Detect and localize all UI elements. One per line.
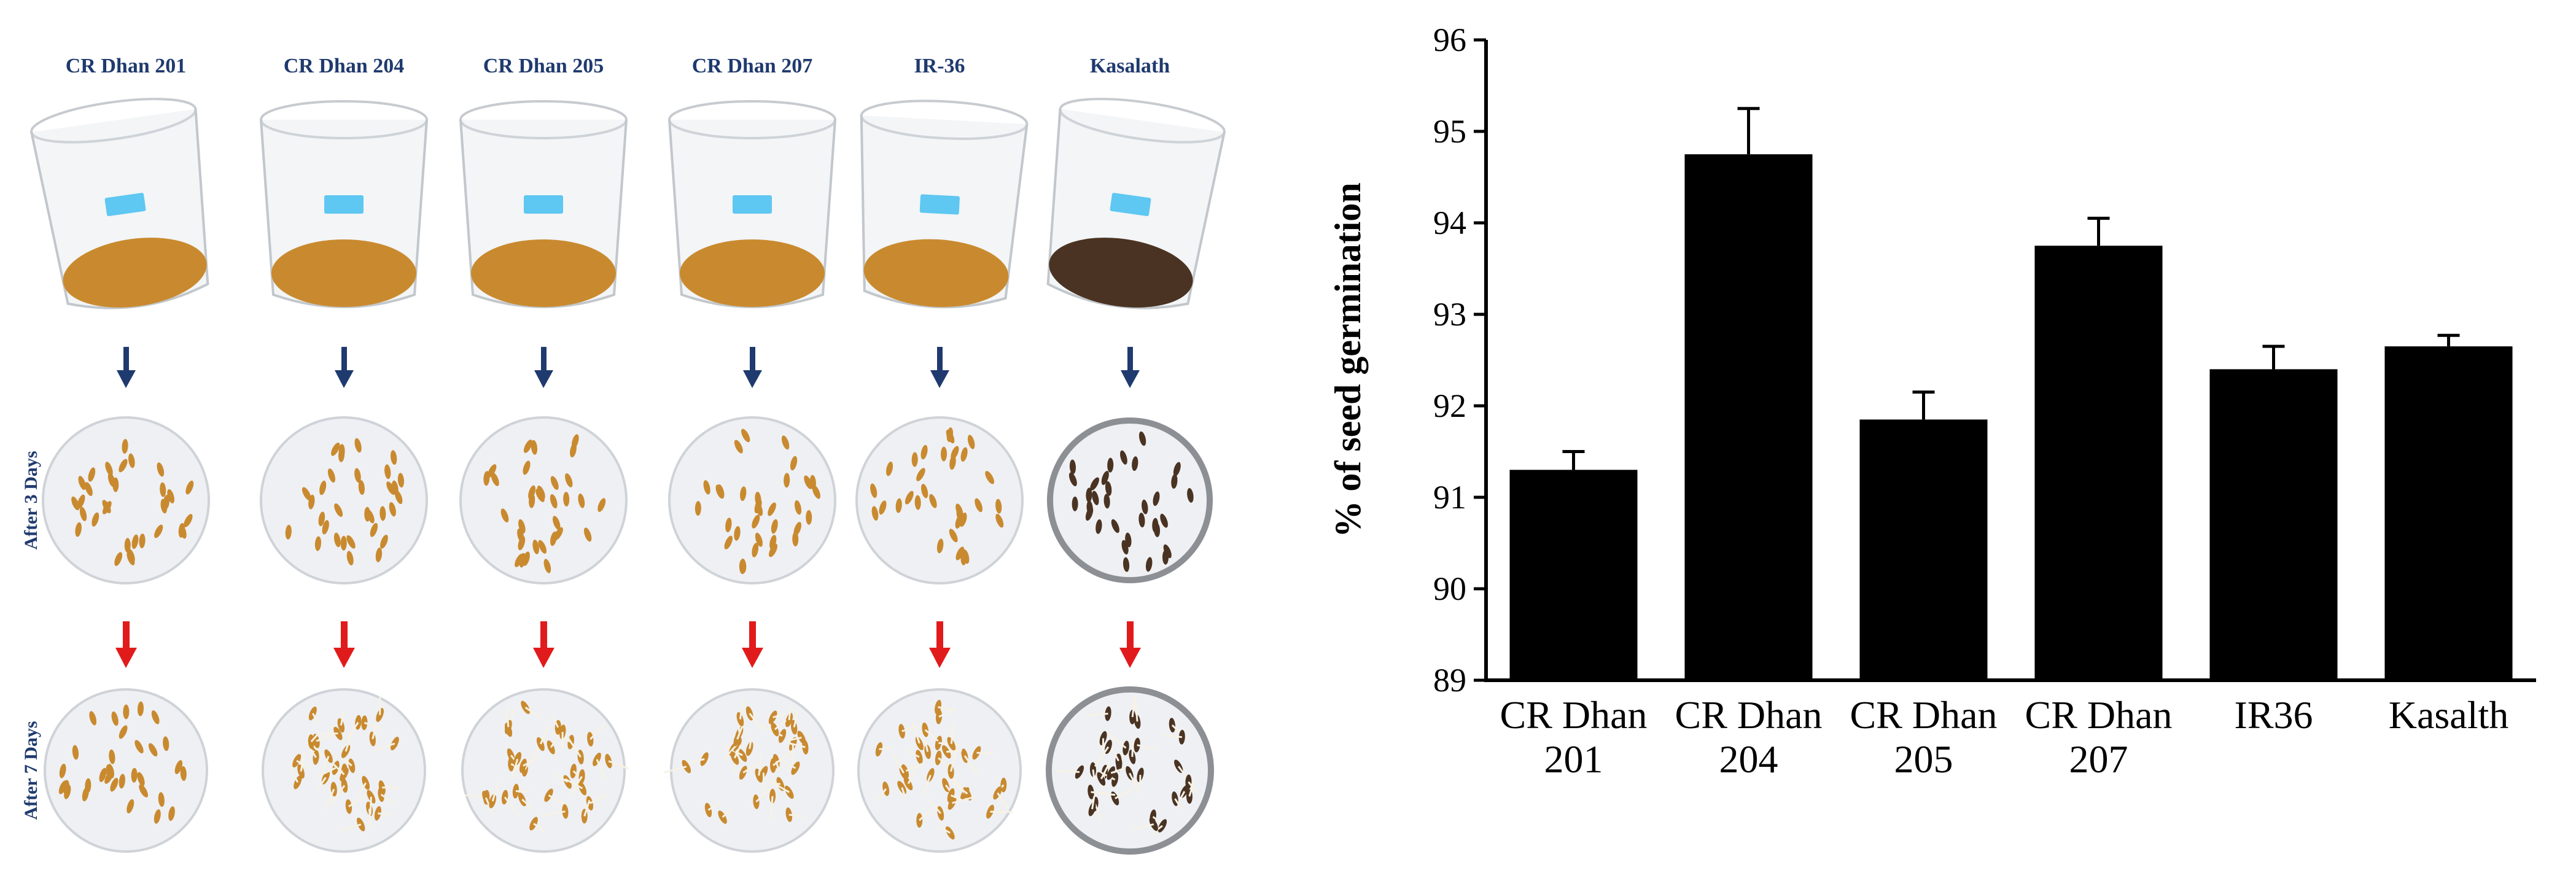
down-arrow-red — [533, 621, 555, 668]
down-arrow-red — [742, 621, 763, 668]
germination-photo-figure: CR Dhan 201 CR Dhan 204 CR Dhan 205 CR Dhan… — [0, 0, 1302, 878]
variety-label: IR-36 — [914, 55, 965, 77]
petri-dish-day3 — [1050, 421, 1210, 580]
variety-label: CR Dhan 207 — [692, 55, 812, 77]
y-tick-label: 91 — [1433, 479, 1466, 516]
petri-dish-day7 — [858, 689, 1021, 852]
beaker-seeds — [271, 239, 416, 307]
bar-6 — [2384, 346, 2512, 680]
y-tick-label: 94 — [1433, 204, 1466, 241]
row-label: After 3 Days — [21, 451, 41, 549]
down-arrow-red — [333, 621, 355, 668]
petri-dish-day3 — [43, 417, 209, 583]
bar-5 — [2209, 369, 2337, 680]
beaker-4 — [669, 101, 835, 307]
petri-dish-day3 — [669, 417, 835, 583]
down-arrow-red — [929, 621, 951, 668]
y-tick-label: 95 — [1433, 113, 1466, 150]
beaker-tag — [524, 195, 563, 214]
variety-label: CR Dhan 205 — [483, 55, 604, 77]
beaker-3 — [461, 101, 626, 307]
bar-4 — [2034, 246, 2162, 680]
x-category-label: IR36 — [2235, 693, 2313, 737]
down-arrow-red — [1119, 621, 1141, 668]
beaker-seeds — [471, 239, 616, 307]
down-arrow-blue — [335, 347, 354, 388]
beaker-6 — [1034, 91, 1227, 317]
beaker-seeds — [680, 239, 825, 307]
petri-dish-day7 — [664, 689, 833, 852]
petri-dish-day3 — [261, 417, 427, 583]
germination-photo-panel: CR Dhan 201 CR Dhan 204 CR Dhan 205 CR Dhan… — [0, 0, 1302, 878]
petri-dish-day7 — [263, 689, 425, 852]
down-arrow-blue — [534, 347, 553, 388]
petri-dish-day7 — [45, 689, 207, 852]
x-category-label: Kasalth — [2389, 693, 2509, 737]
y-tick-label: 92 — [1433, 387, 1466, 424]
beaker-tag — [324, 195, 364, 214]
petri-dish-day3 — [461, 417, 626, 583]
y-tick-label: 90 — [1433, 570, 1466, 607]
petri-dish-day3 — [857, 417, 1022, 583]
row-label: After 7 Days — [21, 721, 41, 820]
down-arrow-blue — [117, 347, 136, 388]
down-arrow-blue — [743, 347, 762, 388]
petri-dish-day7 — [1049, 689, 1211, 852]
down-arrow-red — [115, 621, 137, 668]
y-tick-label: 89 — [1433, 662, 1466, 699]
beaker-2 — [261, 101, 427, 307]
beaker-tag — [920, 194, 960, 214]
variety-label: Kasalath — [1090, 55, 1170, 77]
variety-label: CR Dhan 204 — [284, 55, 404, 77]
bar-3 — [1859, 419, 1987, 680]
chart-svg: 89 90 91 92 93 94 95 96 % of seed germination CR … — [1302, 0, 2576, 878]
down-arrow-blue — [1121, 347, 1140, 388]
y-axis-label: % of seed germination — [1328, 182, 1368, 537]
bar-2 — [1684, 154, 1812, 680]
petri-dish-day7 — [462, 689, 629, 852]
y-tick-label: 96 — [1433, 21, 1466, 58]
bar-1 — [1509, 470, 1637, 680]
y-tick-label: 93 — [1433, 296, 1466, 333]
germination-bar-chart: 89 90 91 92 93 94 95 96 % of seed germination CR … — [1302, 0, 2576, 878]
beaker-5 — [852, 97, 1028, 311]
beaker-1 — [29, 91, 222, 317]
down-arrow-blue — [930, 347, 949, 388]
beaker-tag — [733, 195, 772, 214]
variety-label: CR Dhan 201 — [66, 55, 186, 77]
